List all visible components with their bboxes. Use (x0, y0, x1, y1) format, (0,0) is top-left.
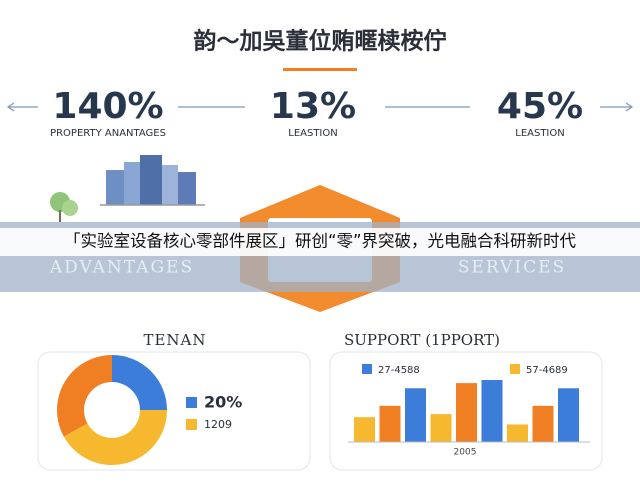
bar (456, 383, 477, 442)
stat-value: 140% (52, 86, 163, 127)
legend-swatch (186, 419, 197, 430)
faded-label: ADVANTAGES (49, 258, 194, 278)
stat-value: 45% (497, 86, 583, 127)
bar (507, 424, 528, 442)
legend-text: 1209 (204, 418, 232, 431)
card-title: TENAN (143, 331, 206, 349)
stat-label: LEASTION (288, 128, 338, 139)
legend-text: 20% (204, 393, 242, 412)
faded-label: SERVICES (458, 258, 566, 278)
bar (430, 414, 452, 442)
legend-swatch (362, 364, 372, 374)
bar (379, 405, 401, 442)
donut-segment (63, 410, 167, 466)
x-label: 2005 (454, 448, 477, 458)
banner-text: 「实验室设备核心零部件展区」研创“零”界突破，光电融合科研新时代 (64, 232, 577, 251)
title-underline (283, 68, 357, 71)
bar (532, 405, 554, 442)
bar (405, 388, 426, 442)
stat-label: LEASTION (515, 128, 565, 139)
stat-value: 13% (270, 86, 356, 127)
banner-strip (0, 228, 640, 256)
buildings-illustration (50, 155, 205, 222)
title: 韵～加吳董位贿暱椟桉佇 (194, 28, 447, 55)
stat-label: PROPERTY ANANTAGES (50, 128, 166, 139)
donut-segment (112, 355, 167, 410)
bar (558, 388, 579, 442)
connectors (6, 102, 634, 112)
legend-swatch (186, 397, 197, 408)
legend-text: 27-4588 (378, 365, 420, 376)
donut-segment (56, 355, 112, 437)
bar (354, 417, 375, 442)
legend-swatch (510, 364, 520, 374)
legend-text: 57-4689 (526, 365, 568, 376)
bar (481, 380, 503, 442)
card-title: SUPPORT (1PPORT) (344, 331, 500, 349)
